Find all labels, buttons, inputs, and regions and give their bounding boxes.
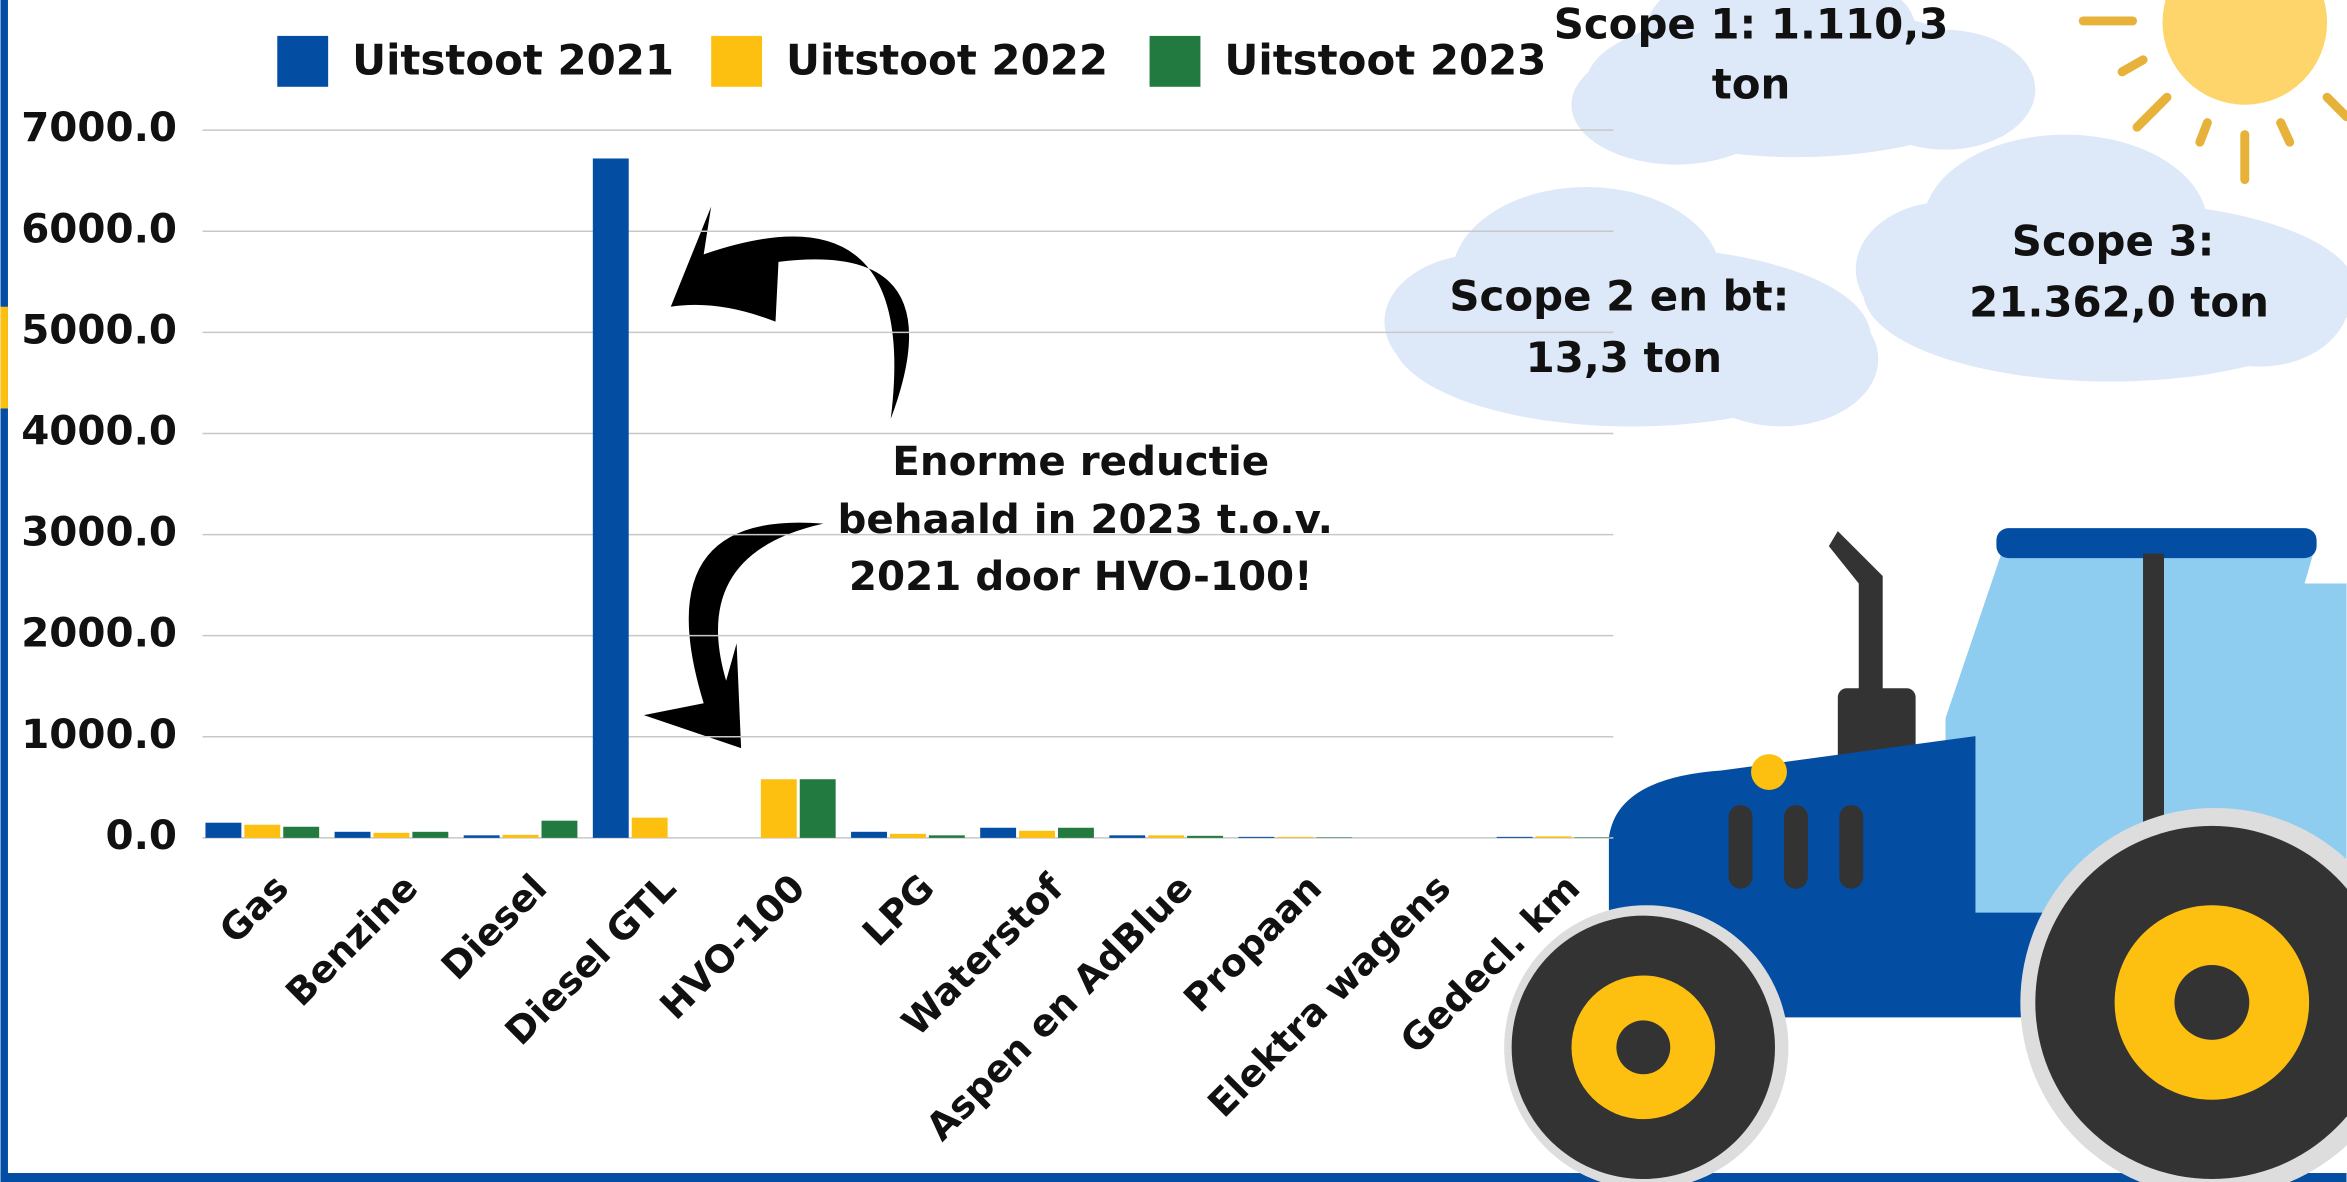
bar [244, 825, 280, 838]
bottom-border [0, 1173, 2346, 1182]
bar [1536, 836, 1572, 838]
legend-swatch [277, 36, 328, 87]
legend-swatch [1150, 36, 1201, 87]
annotation: 13,3 ton [1526, 333, 1723, 382]
bar [464, 835, 500, 838]
legend-label: Uitstoot 2022 [786, 35, 1108, 84]
y-tick-label: 2000.0 [21, 610, 177, 657]
annotation: 21.362,0 ton [1969, 278, 2269, 327]
annotation: behaald in 2023 t.o.v. [837, 496, 1332, 543]
bar [1187, 836, 1223, 838]
annotation: 2021 door HVO-100! [849, 553, 1313, 600]
y-tick-label: 6000.0 [21, 205, 177, 252]
y-tick-label: 4000.0 [21, 407, 177, 454]
bar [632, 818, 668, 838]
annotation: Enorme reductie [892, 438, 1269, 485]
bar [1148, 835, 1184, 838]
bar [335, 832, 371, 838]
legend-swatch [711, 36, 762, 87]
bar [373, 833, 409, 838]
bar [929, 835, 965, 838]
bar [800, 779, 836, 838]
legend-label: Uitstoot 2021 [352, 35, 674, 84]
bar [1019, 831, 1055, 838]
bar [1497, 837, 1533, 838]
annotation: Scope 1: 1.110,3 [1554, 0, 1949, 48]
bar [283, 827, 319, 838]
bar [205, 823, 241, 838]
bar [851, 832, 887, 838]
bar [1058, 828, 1094, 838]
bar [412, 832, 448, 838]
bar [1109, 835, 1145, 838]
bar [1316, 837, 1352, 838]
annotation: ton [1712, 59, 1791, 108]
legend-label: Uitstoot 2023 [1224, 35, 1546, 84]
infographic: Enorme reductie behaald in 2023 t.o.v. 2… [0, 0, 2347, 1182]
y-tick-label: 5000.0 [21, 306, 177, 353]
annotation: Scope 2 en bt: [1449, 272, 1789, 321]
y-tick-label: 0.0 [105, 812, 177, 859]
y-tick-label: 3000.0 [21, 509, 177, 556]
y-tick-label: 7000.0 [21, 104, 177, 151]
left-accent [0, 307, 7, 409]
bar [890, 834, 926, 838]
bar [542, 821, 578, 838]
annotation: Scope 3: [2012, 216, 2215, 265]
left-border [0, 0, 7, 1182]
bar [593, 158, 629, 837]
bar [1238, 837, 1274, 838]
bar [1277, 837, 1313, 838]
bar [761, 779, 797, 838]
bar [980, 828, 1016, 838]
y-tick-label: 1000.0 [21, 711, 177, 758]
bar [1574, 837, 1610, 838]
bar [503, 835, 539, 838]
